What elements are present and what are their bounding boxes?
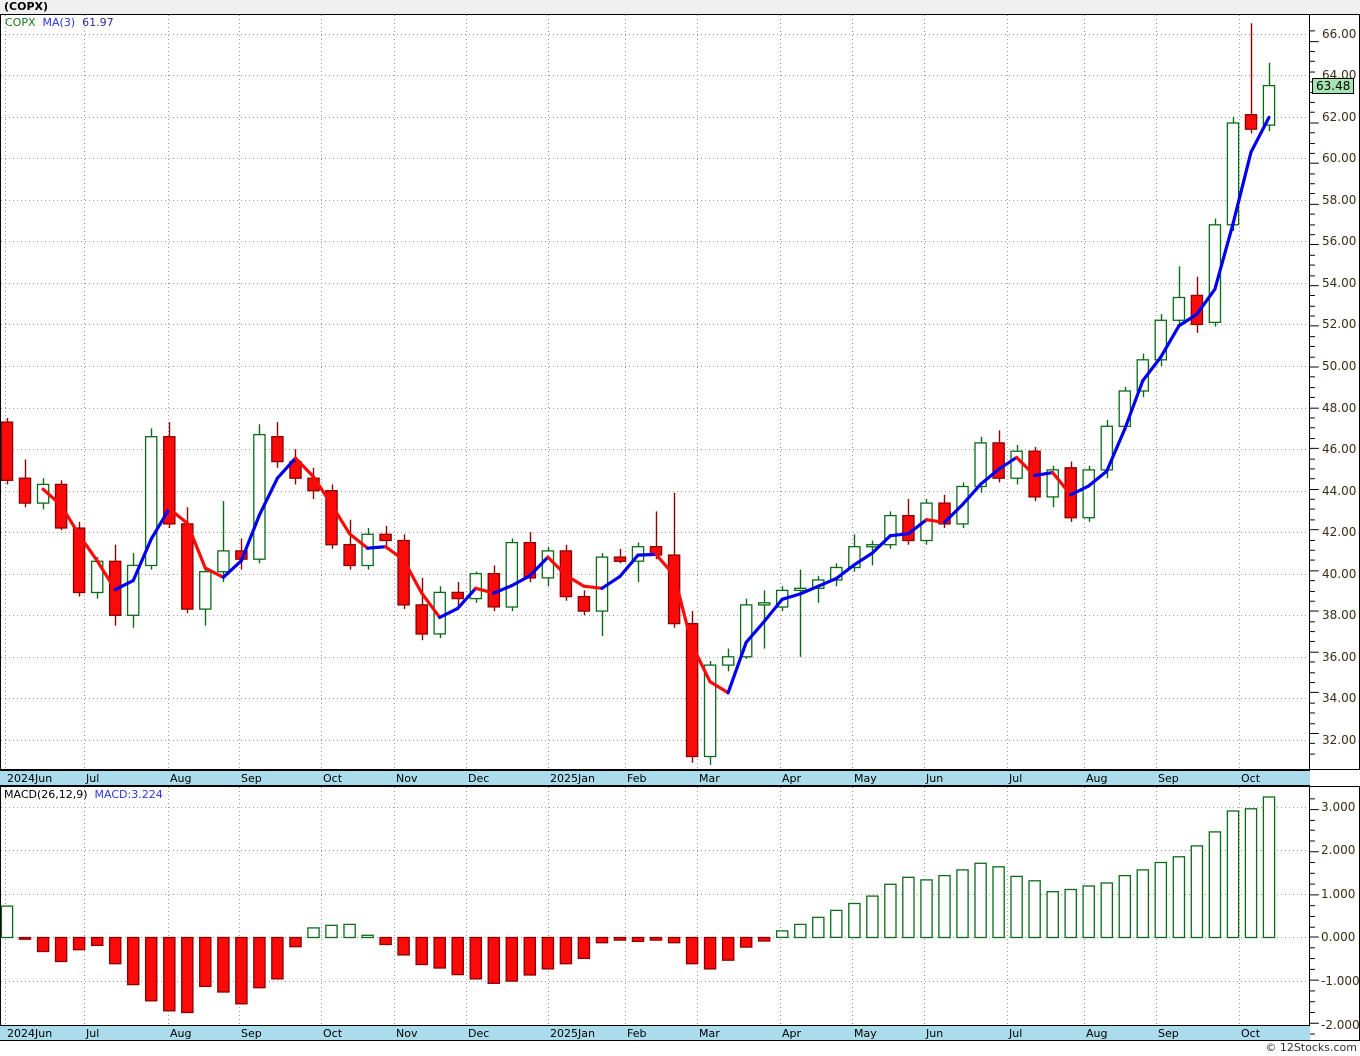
footer-copyright: © 12Stocks.com (1265, 1041, 1357, 1054)
macd-y-tick-label: 3.000 (1321, 799, 1356, 814)
price-y-tick-label: 38.00 (1322, 608, 1357, 623)
price-y-tick-label: 66.00 (1322, 26, 1357, 41)
price-y-tick-label: 46.00 (1322, 442, 1357, 457)
x-tick-top: Oct (1241, 772, 1261, 785)
price-y-tick-label: 50.00 (1322, 359, 1357, 374)
x-tick-top: 2024Jun (7, 772, 53, 785)
x-tick-top: Jul (1009, 772, 1023, 785)
page-title: (COPX) (4, 0, 49, 13)
price-y-tick-label: 56.00 (1322, 234, 1357, 249)
x-tick-bottom: Oct (1241, 1027, 1261, 1040)
x-tick-bottom: Aug (1086, 1027, 1108, 1040)
x-tick-bottom: Oct (323, 1027, 343, 1040)
x-tick-top: Aug (1086, 772, 1108, 785)
macd-y-tick-label: -2.000 (1321, 1017, 1360, 1032)
x-tick-top: Aug (170, 772, 192, 785)
x-tick-top: Apr (782, 772, 802, 785)
macd-y-tick-label: 0.000 (1321, 930, 1356, 945)
x-tick-top: Jul (86, 772, 100, 785)
x-tick-top: Dec (468, 772, 490, 785)
macd-legend: MACD(26,12,9) MACD:3.224 (4, 789, 163, 801)
macd-y-tick-label: 2.000 (1321, 843, 1356, 858)
price-y-tick-label: 42.00 (1322, 525, 1357, 540)
x-tick-top: Sep (1158, 772, 1179, 785)
x-tick-top: Oct (323, 772, 343, 785)
price-legend-value: 61.97 (82, 16, 114, 29)
x-tick-bottom: Sep (1158, 1027, 1179, 1040)
x-tick-bottom: May (854, 1027, 877, 1040)
price-legend-symbol: COPX (5, 16, 36, 29)
price-y-tick-label: 58.00 (1322, 192, 1357, 207)
macd-axis-ticks (1310, 798, 1319, 1035)
x-tick-top: Feb (627, 772, 647, 785)
x-tick-top: Mar (699, 772, 720, 785)
x-tick-bottom: Aug (170, 1027, 192, 1040)
macd-plot (1, 787, 1309, 1040)
x-tick-top: Sep (241, 772, 262, 785)
x-tick-top: May (854, 772, 877, 785)
x-tick-bottom: Jul (1009, 1027, 1023, 1040)
price-y-tick-label: 60.00 (1322, 151, 1357, 166)
macd-y-tick-label: -1.000 (1321, 974, 1360, 989)
price-y-tick-label: 52.00 (1322, 317, 1357, 332)
x-tick-bottom: Dec (468, 1027, 490, 1040)
price-legend-indicator: MA(3) (42, 16, 76, 29)
price-y-tick-label: 40.00 (1322, 566, 1357, 581)
x-tick-bottom: Jul (86, 1027, 100, 1040)
x-axis-strip-macd[interactable]: 2024Jun Jul Aug Sep Oct Nov Dec 2025Jan Feb Mar Ap… (0, 1025, 1310, 1041)
price-y-tick-label: 34.00 (1322, 691, 1357, 706)
price-y-tick-label: 32.00 (1322, 732, 1357, 747)
x-tick-top: Nov (396, 772, 418, 785)
macd-legend-value: MACD:3.224 (94, 788, 163, 801)
macd-legend-indicator: MACD(26,12,9) (4, 788, 88, 801)
x-tick-bottom: Sep (241, 1027, 262, 1040)
price-y-tick-label: 36.00 (1322, 649, 1357, 664)
x-tick-bottom: Feb (627, 1027, 647, 1040)
x-tick-bottom: Mar (699, 1027, 720, 1040)
price-y-axis[interactable]: 66.00 64.00 62.00 60.00 58.00 56.00 54.00 52.00… (1309, 14, 1360, 770)
last-price-marker: 63.48 (1312, 78, 1355, 95)
x-tick-bottom: Nov (396, 1027, 418, 1040)
price-legend: COPX MA(3) 61.97 (5, 17, 114, 29)
price-plot (1, 15, 1309, 769)
macd-y-tick-label: 1.000 (1321, 886, 1356, 901)
title-bar: (COPX) (0, 0, 1360, 14)
macd-y-axis[interactable]: 3.000 2.000 1.000 0.000 -1.000 -2.000 (1309, 786, 1360, 1041)
x-tick-bottom: Apr (782, 1027, 802, 1040)
x-tick-bottom: 2024Jun (7, 1027, 53, 1040)
x-tick-top: 2025Jan (550, 772, 595, 785)
x-tick-top: Jun (926, 772, 944, 785)
macd-chart-pane[interactable] (0, 786, 1310, 1041)
price-chart-pane[interactable] (0, 14, 1310, 770)
price-axis-ticks (1310, 30, 1319, 755)
price-y-tick-label: 54.00 (1322, 275, 1357, 290)
x-tick-bottom: Jun (926, 1027, 944, 1040)
x-axis-strip-price[interactable]: 2024Jun Jul Aug Sep Oct Nov Dec 2025Jan Feb Mar Ap… (0, 770, 1310, 786)
x-tick-bottom: 2025Jan (550, 1027, 595, 1040)
price-y-tick-label: 62.00 (1322, 109, 1357, 124)
price-y-tick-label: 48.00 (1322, 400, 1357, 415)
price-y-tick-label: 44.00 (1322, 483, 1357, 498)
